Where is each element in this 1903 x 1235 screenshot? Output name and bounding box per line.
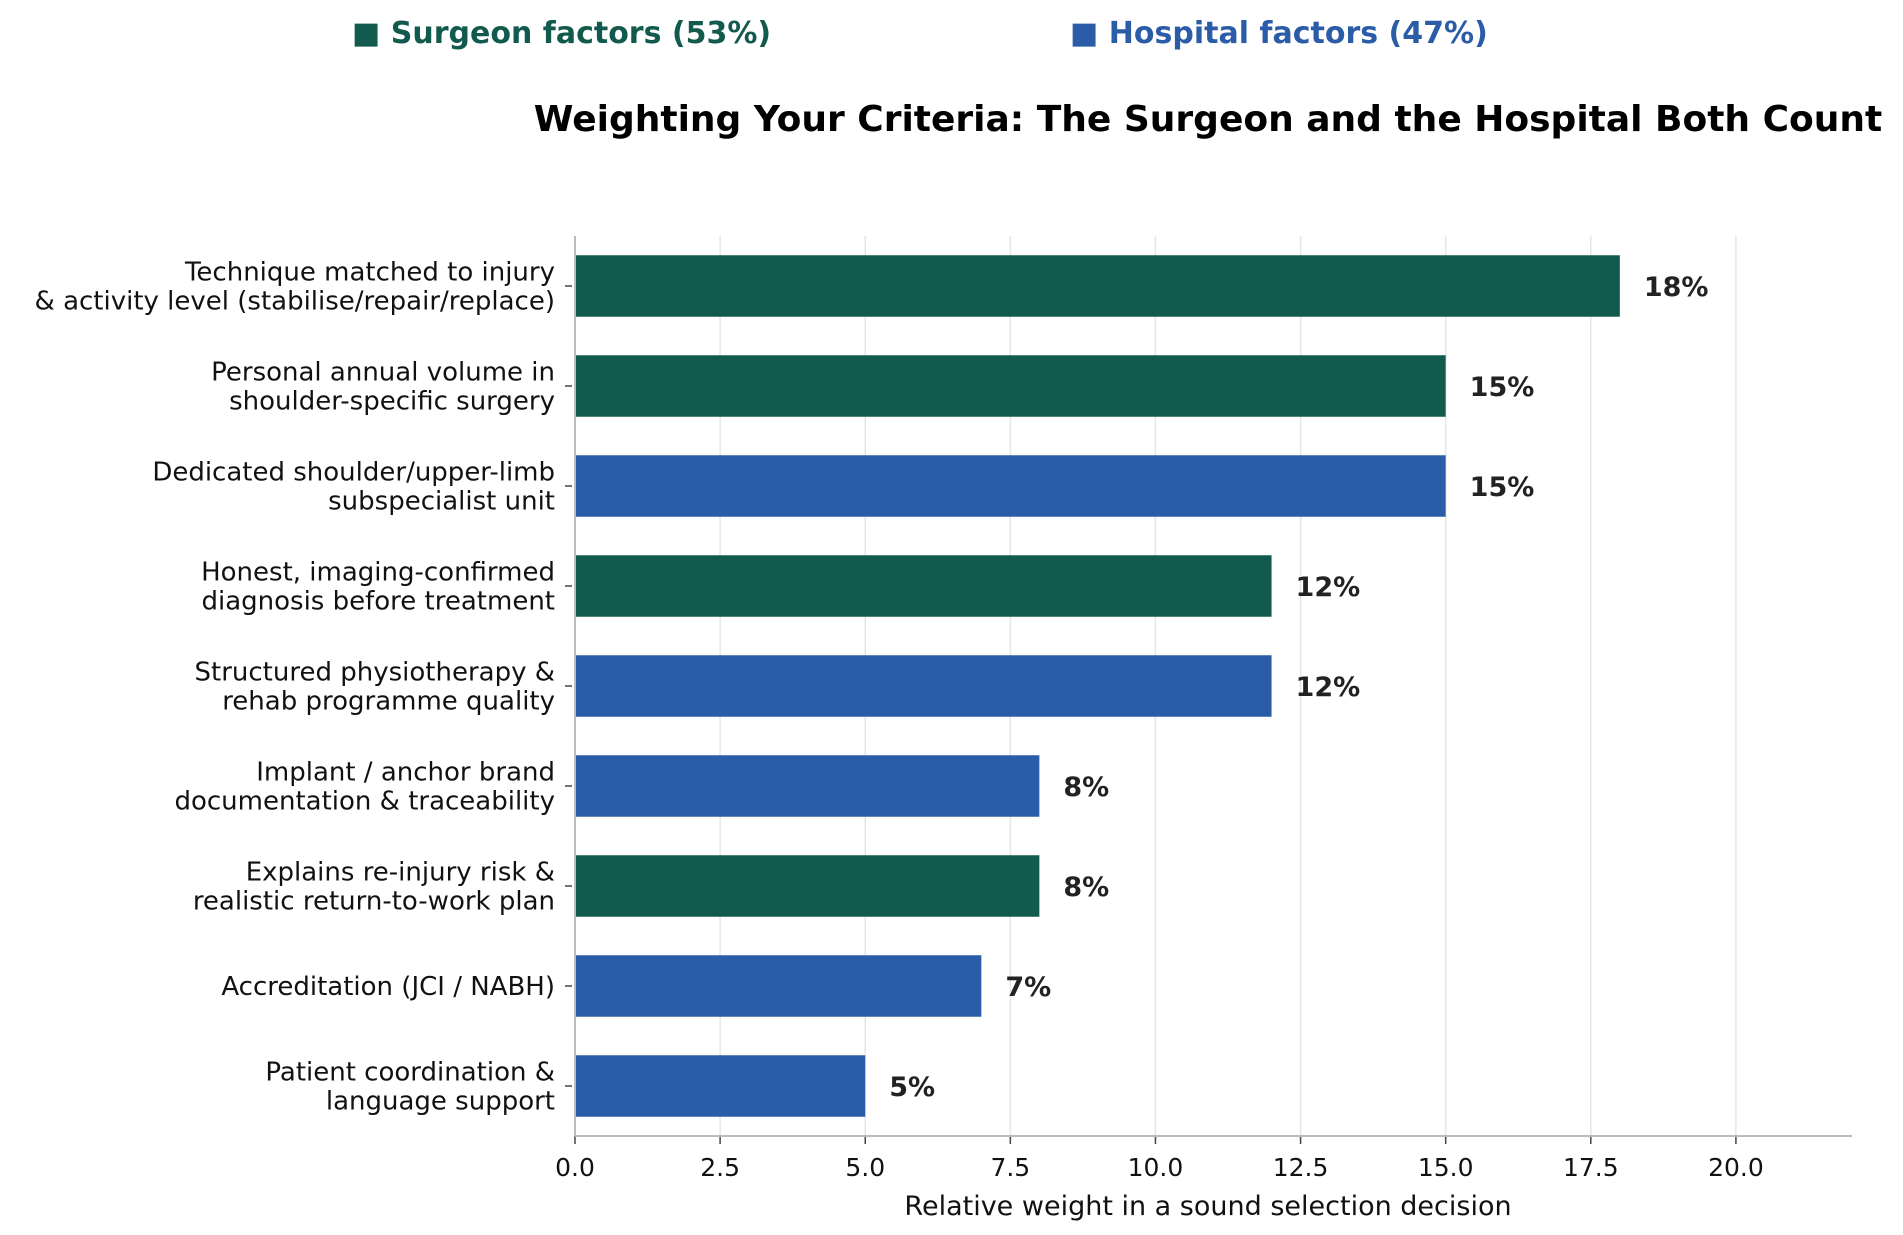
bar-hospital [575,655,1272,717]
legend-surgeon: ■ Surgeon factors (53%) [352,16,771,51]
bar-hospital [575,455,1446,517]
bar-surgeon [575,855,1040,917]
bar-surgeon [575,255,1620,317]
x-tick-label: 7.5 [990,1153,1030,1182]
x-tick-label: 15.0 [1418,1153,1474,1182]
chart-title: Weighting Your Criteria: The Surgeon and… [534,99,1882,140]
category-label: Patient coordination & language support [265,1058,555,1117]
bar-surgeon [575,355,1446,417]
labels: 0.0 2.5 5.0 7.5 10.0 12.5 15.0 17.5 20.0 Techniqu… [35,258,1764,1183]
data-label: 12% [1296,672,1361,703]
bar-hospital [575,755,1040,817]
data-label: 15% [1470,472,1535,503]
category-label: Technique matched to injury & activity le… [35,258,555,317]
data-label: 8% [1063,772,1109,803]
x-tick-label: 0.0 [555,1153,595,1182]
axes [565,236,1852,1144]
category-label: Accreditation (JCI / NABH) [221,972,555,1002]
bars [575,255,1620,1117]
x-axis-label: Relative weight in a sound selection dec… [904,1191,1511,1222]
bar-hospital [575,1055,866,1117]
category-label: Personal annual volume in shoulder-specif… [211,358,555,417]
category-label: Honest, imaging-confirmed diagnosis befor… [201,558,555,617]
x-tick-label: 12.5 [1273,1153,1329,1182]
category-label: Explains re-injury risk & realistic retur… [193,858,555,917]
x-tick-label: 2.5 [700,1153,740,1182]
bar-hospital [575,955,982,1017]
data-label: 8% [1063,872,1109,903]
data-label: 7% [1005,972,1051,1003]
legend-hospital: ■ Hospital factors (47%) [1070,16,1488,51]
x-tick-label: 5.0 [845,1153,885,1182]
x-tick-label: 10.0 [1128,1153,1184,1182]
category-label: Dedicated shoulder/upper-limb subspeciali… [152,458,555,517]
category-label: Structured physiotherapy & rehab programm… [195,658,555,717]
data-label: 5% [889,1072,935,1103]
data-label: 18% [1644,272,1709,303]
category-label: Implant / anchor brand documentation & tr… [174,758,555,817]
x-tick-label: 20.0 [1708,1153,1764,1182]
data-label: 15% [1470,372,1535,403]
bar-surgeon [575,555,1272,617]
x-tick-label: 17.5 [1563,1153,1619,1182]
data-label: 12% [1296,572,1361,603]
